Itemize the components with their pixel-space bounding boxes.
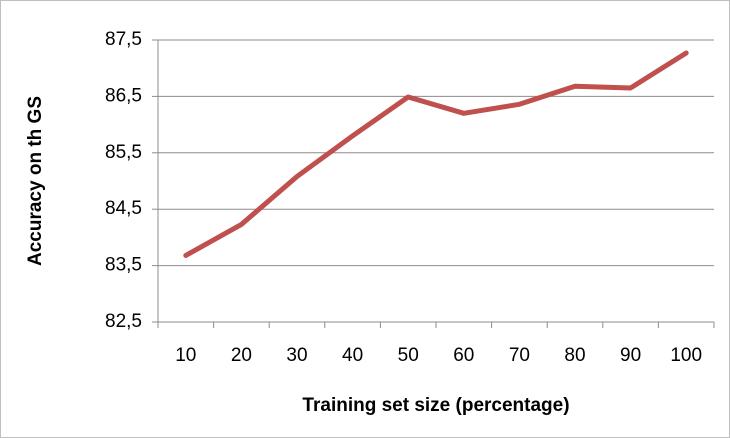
x-tick-label: 50 [398,345,419,366]
y-tick-label: 87,5 [105,29,142,50]
x-axis-title: Training set size (percentage) [302,395,569,416]
y-tick-label: 82,5 [105,311,142,332]
y-tick-label: 85,5 [105,142,142,163]
x-tick-label: 30 [286,345,307,366]
y-tick-label: 86,5 [105,85,142,106]
x-tick-label: 60 [453,345,474,366]
x-tick-label: 10 [175,345,196,366]
y-tick-label: 84,5 [105,198,142,219]
y-axis-title: Accuracy on th GS [25,96,46,266]
x-tick-label: 70 [509,345,530,366]
x-tick-label: 40 [342,345,363,366]
x-tick-label: 90 [620,345,641,366]
x-tick-label: 80 [564,345,585,366]
data-line [183,50,689,258]
y-tick-label: 83,5 [105,255,142,276]
x-tick-label: 100 [670,345,702,366]
x-tick-label: 20 [231,345,252,366]
